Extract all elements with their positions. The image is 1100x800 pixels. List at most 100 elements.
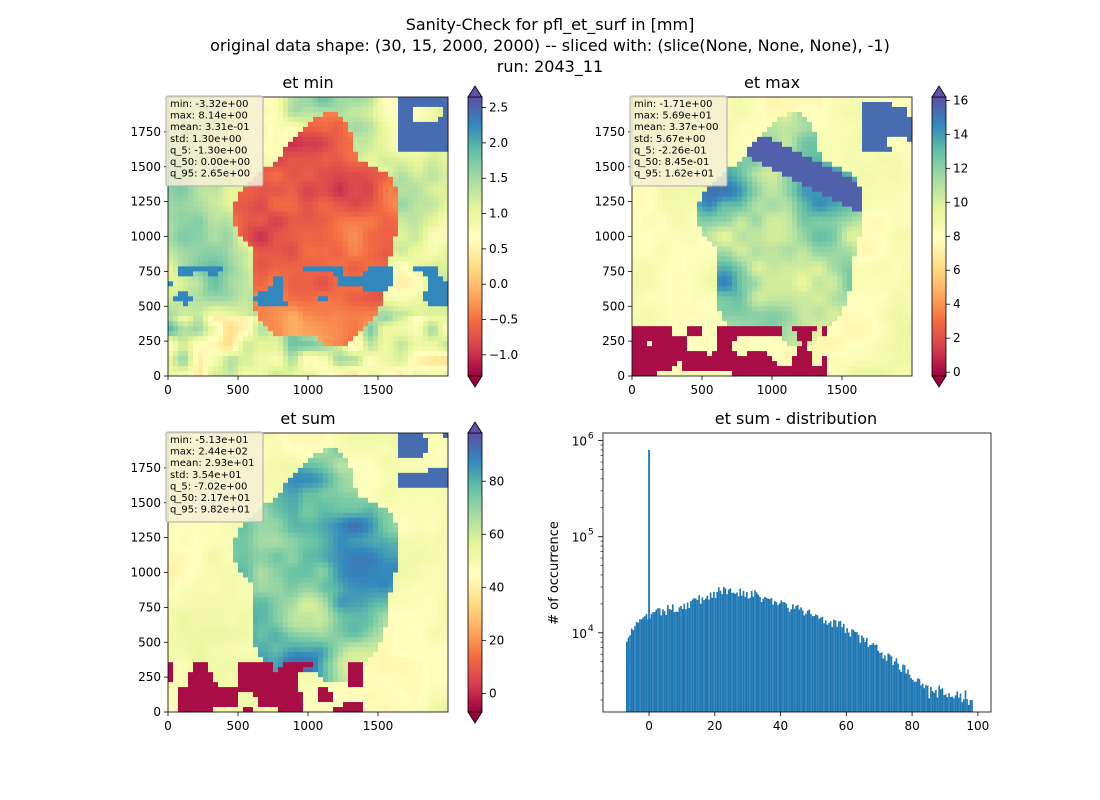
histogram-title: et sum - distribution bbox=[715, 409, 877, 428]
colorbar-tick-label: 20 bbox=[489, 633, 504, 647]
y-tick-label: 1000 bbox=[130, 566, 161, 580]
stats-line: mean: 2.93e+01 bbox=[170, 458, 254, 469]
histogram-bar bbox=[750, 590, 753, 712]
histogram-bar bbox=[971, 699, 973, 712]
histogram-bar bbox=[925, 684, 927, 712]
histogram-bar bbox=[933, 692, 936, 712]
histogram-bar bbox=[958, 697, 960, 712]
histogram-bar bbox=[704, 598, 707, 712]
stats-line: mean: 3.31e-01 bbox=[170, 122, 250, 133]
histogram-bars bbox=[625, 449, 973, 712]
y-tick-label: 750 bbox=[602, 264, 625, 278]
histogram-bar bbox=[956, 691, 959, 712]
histogram-bar bbox=[640, 619, 643, 712]
histogram-bar bbox=[854, 632, 857, 712]
colorbar-extend-min bbox=[467, 375, 483, 388]
histogram-bar bbox=[627, 637, 630, 712]
histogram-bar bbox=[829, 621, 832, 712]
colorbar-tick-label: −0.5 bbox=[489, 312, 518, 326]
histogram-bar bbox=[815, 614, 817, 712]
histogram-bar bbox=[787, 607, 789, 712]
stats-line: q_5: -2.26e-01 bbox=[634, 145, 707, 156]
histogram-bar bbox=[796, 604, 799, 712]
histogram-bar bbox=[642, 617, 645, 712]
histogram-bar bbox=[944, 694, 947, 712]
histogram-bar bbox=[744, 596, 746, 712]
histogram-bar bbox=[737, 596, 740, 712]
histogram-bar bbox=[821, 616, 824, 712]
stats-line: min: -5.13e+01 bbox=[170, 435, 249, 446]
stats-line: q_50: 2.17e+01 bbox=[170, 493, 250, 504]
y-tick-label: 10 bbox=[572, 531, 587, 545]
histogram-bar bbox=[905, 673, 908, 712]
histogram-bar bbox=[828, 623, 830, 712]
histogram-bar bbox=[754, 590, 756, 712]
colorbar-tick-label: 0 bbox=[489, 686, 497, 700]
y-tick-exponent: 5 bbox=[588, 528, 594, 538]
histogram-bar bbox=[629, 635, 631, 712]
histogram-bar bbox=[880, 652, 883, 712]
colorbar-tick-label: 0 bbox=[953, 365, 961, 379]
histogram-bar bbox=[949, 697, 952, 712]
y-tick-label: 500 bbox=[602, 299, 625, 313]
histogram-bar bbox=[662, 609, 664, 712]
histogram-bar bbox=[724, 588, 727, 712]
colorbar-tick-label: 40 bbox=[489, 580, 504, 594]
map-title: et sum bbox=[280, 409, 335, 428]
map-panel-et-min: et min 0 500 1000 1500 0 250 500 750 1000 1250 150… bbox=[130, 73, 518, 397]
histogram-bar bbox=[726, 594, 728, 712]
x-tick-label: 0 bbox=[645, 719, 653, 733]
histogram-bar bbox=[690, 601, 692, 712]
histogram-frame bbox=[602, 432, 992, 713]
histogram-bar bbox=[749, 597, 751, 712]
histogram-bar bbox=[650, 613, 653, 712]
stats-line: max: 8.14e+00 bbox=[170, 111, 248, 122]
histogram-bar bbox=[788, 611, 791, 712]
stats-line: q_95: 1.62e+01 bbox=[634, 169, 714, 180]
histogram-bar bbox=[721, 594, 723, 712]
histogram-bar bbox=[846, 628, 848, 712]
y-tick-label: 1000 bbox=[130, 230, 161, 244]
stats-line: q_5: -1.30e+00 bbox=[170, 145, 247, 156]
histogram-bar bbox=[818, 618, 820, 712]
histogram-bar bbox=[668, 609, 671, 712]
histogram-bar bbox=[939, 689, 942, 712]
colorbar: 0 2 4 6 8 10 12 14 16 bbox=[931, 85, 968, 388]
histogram-bar bbox=[675, 611, 677, 712]
y-tick-label: 1250 bbox=[594, 195, 625, 209]
histogram-bar bbox=[686, 602, 689, 712]
histogram-bar bbox=[716, 591, 719, 712]
histogram-bar bbox=[879, 653, 881, 712]
histogram-bar bbox=[813, 615, 816, 712]
histogram-bar bbox=[676, 611, 679, 712]
histogram-bar bbox=[637, 622, 640, 712]
colorbar-tick-label: 8 bbox=[953, 229, 961, 243]
histogram-bar bbox=[767, 598, 769, 712]
histogram-bar bbox=[816, 615, 819, 712]
histogram-bar bbox=[798, 609, 801, 712]
histogram-bar bbox=[793, 608, 796, 712]
histogram-bar bbox=[892, 664, 894, 712]
histogram-bar bbox=[780, 600, 783, 712]
histogram-bar bbox=[903, 665, 906, 712]
colorbar-extend-max bbox=[931, 85, 947, 98]
colorbar-tick-label: 4 bbox=[953, 297, 961, 311]
histogram-bar bbox=[760, 602, 763, 712]
histogram-bar bbox=[861, 635, 863, 712]
histogram-bar bbox=[731, 592, 733, 712]
histogram-bar bbox=[882, 658, 885, 712]
colorbar-body bbox=[467, 96, 483, 377]
histogram-bar bbox=[678, 607, 681, 712]
x-tick-label: 1500 bbox=[363, 719, 394, 733]
histogram-bar bbox=[752, 596, 755, 712]
histogram-bar bbox=[778, 603, 781, 712]
histogram-bar bbox=[757, 594, 760, 712]
histogram-bar bbox=[706, 595, 709, 712]
colorbar-extend-max bbox=[467, 421, 483, 434]
colorbar-tick-label: 2.0 bbox=[489, 136, 508, 150]
colorbar-tick-label: 1.5 bbox=[489, 171, 508, 185]
histogram-bar bbox=[834, 620, 837, 712]
stats-line: q_95: 9.82e+01 bbox=[170, 505, 250, 516]
histogram-bar bbox=[908, 674, 911, 712]
